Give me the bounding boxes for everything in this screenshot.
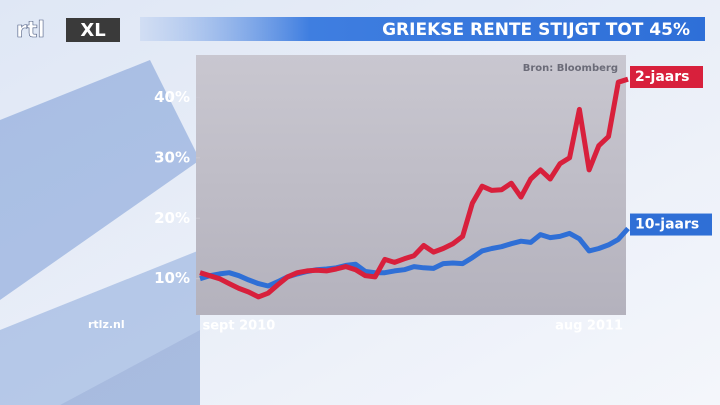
- y-tick-label: 30%: [154, 148, 190, 166]
- legend-box: [630, 66, 703, 88]
- title-bar: [140, 17, 705, 41]
- x-tick-label: aug 2011: [555, 319, 623, 334]
- y-tick-label: 20%: [154, 209, 190, 227]
- legend-label: 10-jaars: [635, 217, 699, 233]
- logo: XL: [80, 20, 105, 41]
- logo: rtl: [16, 18, 45, 43]
- x-tick-label: sept 2010: [203, 319, 276, 334]
- series-line: [199, 226, 630, 289]
- chart-title: GRIEKSE RENTE STIJGT TOT 45%: [382, 20, 690, 40]
- y-tick-label: 10%: [154, 269, 190, 287]
- legend-label: 2-jaars: [635, 69, 689, 85]
- logo-box: [66, 18, 120, 42]
- plot-area: [196, 55, 626, 315]
- series-line: [199, 76, 629, 300]
- flag-stripe: [0, 250, 200, 405]
- source: Bron: Bloomberg: [523, 63, 618, 74]
- y-tick-label: 40%: [154, 88, 190, 106]
- legend-box: [630, 213, 712, 236]
- flag-stripe: [60, 330, 200, 405]
- flag-stripe: [0, 60, 200, 300]
- site: rtlz.nl: [88, 318, 125, 331]
